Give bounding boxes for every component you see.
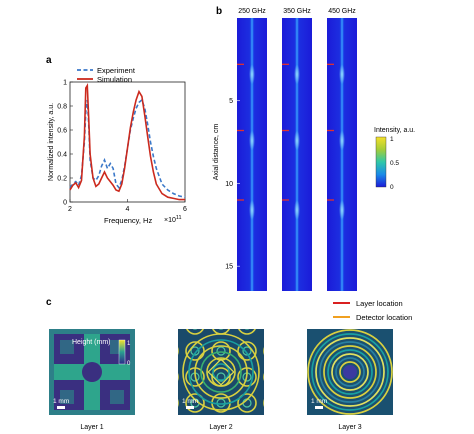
x-tick-label: 2 bbox=[68, 206, 72, 213]
series-line-experiment bbox=[69, 98, 186, 198]
series-line-simulation bbox=[69, 82, 185, 201]
focal-glow bbox=[294, 200, 300, 220]
series-lines bbox=[69, 82, 186, 201]
layer-3-caption: Layer 3 bbox=[338, 424, 361, 431]
scale-bar-label: 1 mm bbox=[53, 398, 69, 405]
ring bbox=[315, 337, 385, 407]
layer-1-caption: Layer 1 bbox=[80, 424, 103, 431]
x-multiplier-base: ×10 bbox=[164, 217, 176, 224]
x-multiplier-exp: 11 bbox=[176, 215, 182, 221]
column-title-350: 350 GHz bbox=[283, 8, 311, 15]
colorbar-tick-05: 0.5 bbox=[390, 160, 399, 167]
heatmap-column bbox=[327, 18, 357, 291]
ring bbox=[335, 357, 365, 387]
height-label: Height (mm) bbox=[72, 339, 111, 346]
x-axis-label: Frequency, Hz bbox=[104, 216, 152, 225]
x-tick-label: 6 bbox=[183, 206, 187, 213]
heatmap-columns bbox=[237, 18, 357, 291]
focal-glow bbox=[249, 64, 255, 85]
layer-1-image: Height (mm) 1 0 1 mm bbox=[49, 329, 135, 415]
heatmap-column bbox=[282, 18, 312, 291]
ring bbox=[319, 341, 381, 403]
ring bbox=[331, 353, 369, 391]
colorbar-gradient bbox=[375, 136, 387, 188]
colorbar: Intensity, a.u. 1 0.5 0 bbox=[374, 127, 415, 191]
layer-2-image: 1 mm bbox=[178, 329, 264, 415]
colorbar-label: Intensity, a.u. bbox=[374, 127, 415, 134]
panel-c-label: c bbox=[46, 297, 52, 308]
layer-3-image: 1 mm bbox=[307, 329, 393, 415]
y-tick-label: 0 bbox=[63, 200, 67, 207]
focal-glow bbox=[294, 130, 300, 151]
focal-glow bbox=[249, 130, 255, 151]
panel-c-legend: Layer location Detector location bbox=[333, 299, 412, 322]
legend-label-experiment: Experiment bbox=[97, 66, 136, 75]
colorbar-tick-1: 1 bbox=[390, 136, 394, 143]
y-tick-label: 1 bbox=[63, 80, 67, 87]
y-tick-label: 10 bbox=[225, 181, 233, 188]
y-tick-label: 15 bbox=[225, 264, 233, 271]
ring bbox=[339, 361, 361, 383]
x-tick-label: 4 bbox=[126, 206, 130, 213]
y-axis-label-b: Axial distance, cm bbox=[213, 124, 220, 181]
height-tick-1: 1 bbox=[127, 341, 131, 347]
y-tick-label: 0.6 bbox=[57, 128, 67, 135]
focal-glow bbox=[339, 130, 345, 151]
line-chart: 2 4 600.20.40.60.81 Experiment Simulation … bbox=[48, 66, 187, 225]
legend: Experiment Simulation bbox=[77, 66, 136, 84]
ring bbox=[311, 333, 389, 411]
colorbar-tick-0: 0 bbox=[390, 184, 394, 191]
ring bbox=[307, 329, 393, 415]
focal-glow bbox=[294, 64, 300, 85]
height-tick-0: 0 bbox=[127, 361, 131, 367]
scale-bar-3 bbox=[315, 406, 323, 409]
focal-glow bbox=[249, 200, 255, 220]
scale-bar-label-3: 1 mm bbox=[311, 398, 327, 405]
legend-label-simulation: Simulation bbox=[97, 75, 132, 84]
layer-2-caption: Layer 2 bbox=[209, 424, 232, 431]
panel-b-label: b bbox=[216, 6, 222, 17]
ring bbox=[323, 345, 377, 399]
y-tick-label: 0.2 bbox=[57, 176, 67, 183]
legend-label-detector: Detector location bbox=[356, 313, 412, 322]
axis-ticks: 2 4 6 0 0.2 0.4 0.6 0.8 1 bbox=[57, 80, 187, 214]
y-axis-label: Normalized intensity, a.u. bbox=[48, 103, 55, 181]
scale-bar-label-2: 1 mm bbox=[182, 398, 198, 405]
ring bbox=[327, 349, 373, 395]
y-tick-label: 5 bbox=[229, 98, 233, 105]
y-tick-label: 0.8 bbox=[57, 104, 67, 111]
y-tick-label: 0.4 bbox=[57, 152, 67, 159]
heatmap-column bbox=[237, 18, 267, 291]
focal-glow bbox=[339, 64, 345, 85]
scale-bar bbox=[57, 406, 65, 409]
focal-glow bbox=[339, 200, 345, 220]
y-axis-ticks: 5 10 15 bbox=[225, 98, 240, 271]
scale-bar-2 bbox=[186, 406, 194, 409]
legend-label-layer: Layer location bbox=[356, 299, 403, 308]
panel-a-label: a bbox=[46, 55, 52, 66]
height-colorbar bbox=[118, 339, 126, 365]
x-axis-multiplier: ×1011 bbox=[164, 215, 182, 224]
column-title-250: 250 GHz bbox=[238, 8, 266, 15]
column-title-450: 450 GHz bbox=[328, 8, 356, 15]
